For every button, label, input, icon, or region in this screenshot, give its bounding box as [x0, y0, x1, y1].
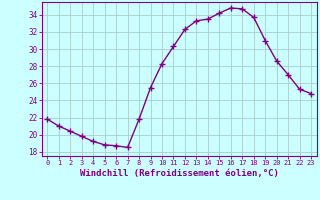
- X-axis label: Windchill (Refroidissement éolien,°C): Windchill (Refroidissement éolien,°C): [80, 169, 279, 178]
